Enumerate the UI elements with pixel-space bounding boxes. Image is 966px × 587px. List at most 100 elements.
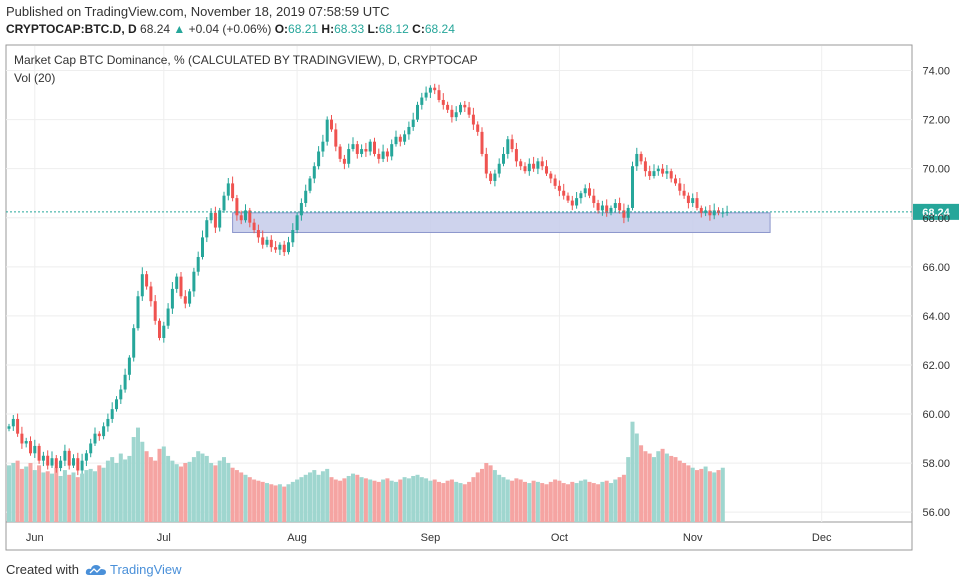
candle-body (480, 131, 484, 154)
candle-body (416, 104, 419, 120)
volume-bar (707, 471, 712, 522)
candle-body (256, 230, 260, 238)
change-arrow-icon: ▲ (173, 22, 186, 36)
volume-bar (286, 484, 291, 522)
candle-body (648, 171, 652, 177)
candle-body (643, 161, 647, 172)
support-zone (232, 212, 771, 233)
volume-bar (540, 483, 545, 522)
candle-body (119, 389, 123, 400)
tradingview-cloud-icon (85, 564, 106, 575)
volume-bar (712, 472, 717, 522)
candle-body (639, 153, 643, 162)
candle-body (403, 134, 407, 142)
candle-body (613, 203, 617, 208)
volume-bar (217, 460, 222, 522)
volume-bar (316, 474, 321, 522)
candle-body (532, 163, 536, 169)
candle-body (162, 325, 166, 338)
volume-bar (308, 472, 312, 522)
candle-body (424, 92, 428, 98)
volume-bar (621, 474, 626, 522)
y-tick-label: 70.00 (922, 164, 950, 176)
volume-bar (183, 463, 188, 522)
volume-bar (114, 463, 119, 522)
candle-body (89, 443, 93, 454)
volume-bar (424, 478, 429, 522)
candle-body (398, 136, 402, 142)
x-tick-label: Oct (551, 532, 568, 544)
candle-body (312, 166, 316, 179)
volume-bar (24, 466, 29, 522)
volume-bar (505, 479, 510, 522)
volume-bar (222, 457, 226, 522)
volume-bar (523, 481, 527, 522)
volume-bar (630, 421, 635, 522)
volume-bar (256, 480, 261, 522)
candle-body (682, 190, 686, 196)
volume-bar (553, 479, 558, 522)
volume-bar (333, 479, 338, 522)
volume-bar (260, 481, 265, 522)
volume-bar (514, 478, 519, 522)
volume-bar (639, 445, 644, 522)
candle-body (278, 244, 282, 250)
volume-bar (299, 477, 304, 522)
volume-bar (467, 481, 472, 522)
volume-bar (84, 470, 89, 522)
volume-bar (462, 484, 467, 522)
volume-bar (277, 484, 282, 522)
candle-body (226, 183, 230, 196)
candle-body (704, 210, 708, 213)
candle-body (506, 139, 510, 154)
volume-bar (265, 483, 269, 522)
volume-bar (325, 468, 330, 522)
candle-body (450, 109, 454, 118)
candle-body (570, 200, 574, 206)
candle-body (545, 166, 548, 174)
candle-body (622, 210, 626, 218)
volume-bar (41, 472, 46, 522)
candle-body (274, 247, 278, 250)
y-tick-label: 74.00 (922, 66, 950, 78)
candle-body (97, 433, 101, 437)
volume-bar (204, 455, 209, 522)
tradingview-logo[interactable]: TradingView (85, 562, 182, 577)
candle-body (175, 276, 179, 289)
volume-indicator-label: Vol (20) (14, 71, 55, 85)
volume-bar (587, 481, 592, 522)
candle-body (201, 237, 204, 258)
volume-bar (273, 485, 278, 522)
candle-body (179, 276, 183, 297)
candle-body (106, 418, 110, 427)
published-text: Published on TradingView.com, November 1… (6, 4, 390, 19)
volume-bar (28, 463, 33, 522)
candle-body (153, 301, 157, 321)
candle-body (325, 119, 329, 142)
candle-body (93, 433, 97, 444)
candle-body (265, 239, 269, 245)
footer: Created with TradingView (6, 562, 182, 577)
volume-bar (58, 475, 63, 522)
candle-body (63, 450, 67, 461)
y-tick-label: 64.00 (922, 311, 950, 323)
volume-bar (191, 457, 196, 522)
candle-body (16, 418, 20, 434)
candle-body (67, 450, 71, 466)
volume-bar (548, 481, 553, 522)
volume-bar (669, 455, 674, 522)
volume-bar (338, 480, 343, 522)
candle-body (428, 87, 432, 93)
volume-bar (157, 448, 162, 522)
volume-bar (295, 479, 300, 522)
candle-body (557, 185, 561, 191)
close-label: C: (412, 22, 425, 36)
candle-body (338, 146, 342, 159)
volume-bar (161, 446, 166, 522)
candle-body (484, 153, 488, 174)
volume-bar (609, 483, 613, 522)
candle-body (433, 87, 437, 91)
last-price-tag (913, 203, 959, 220)
x-tick-label: Sep (421, 532, 441, 544)
